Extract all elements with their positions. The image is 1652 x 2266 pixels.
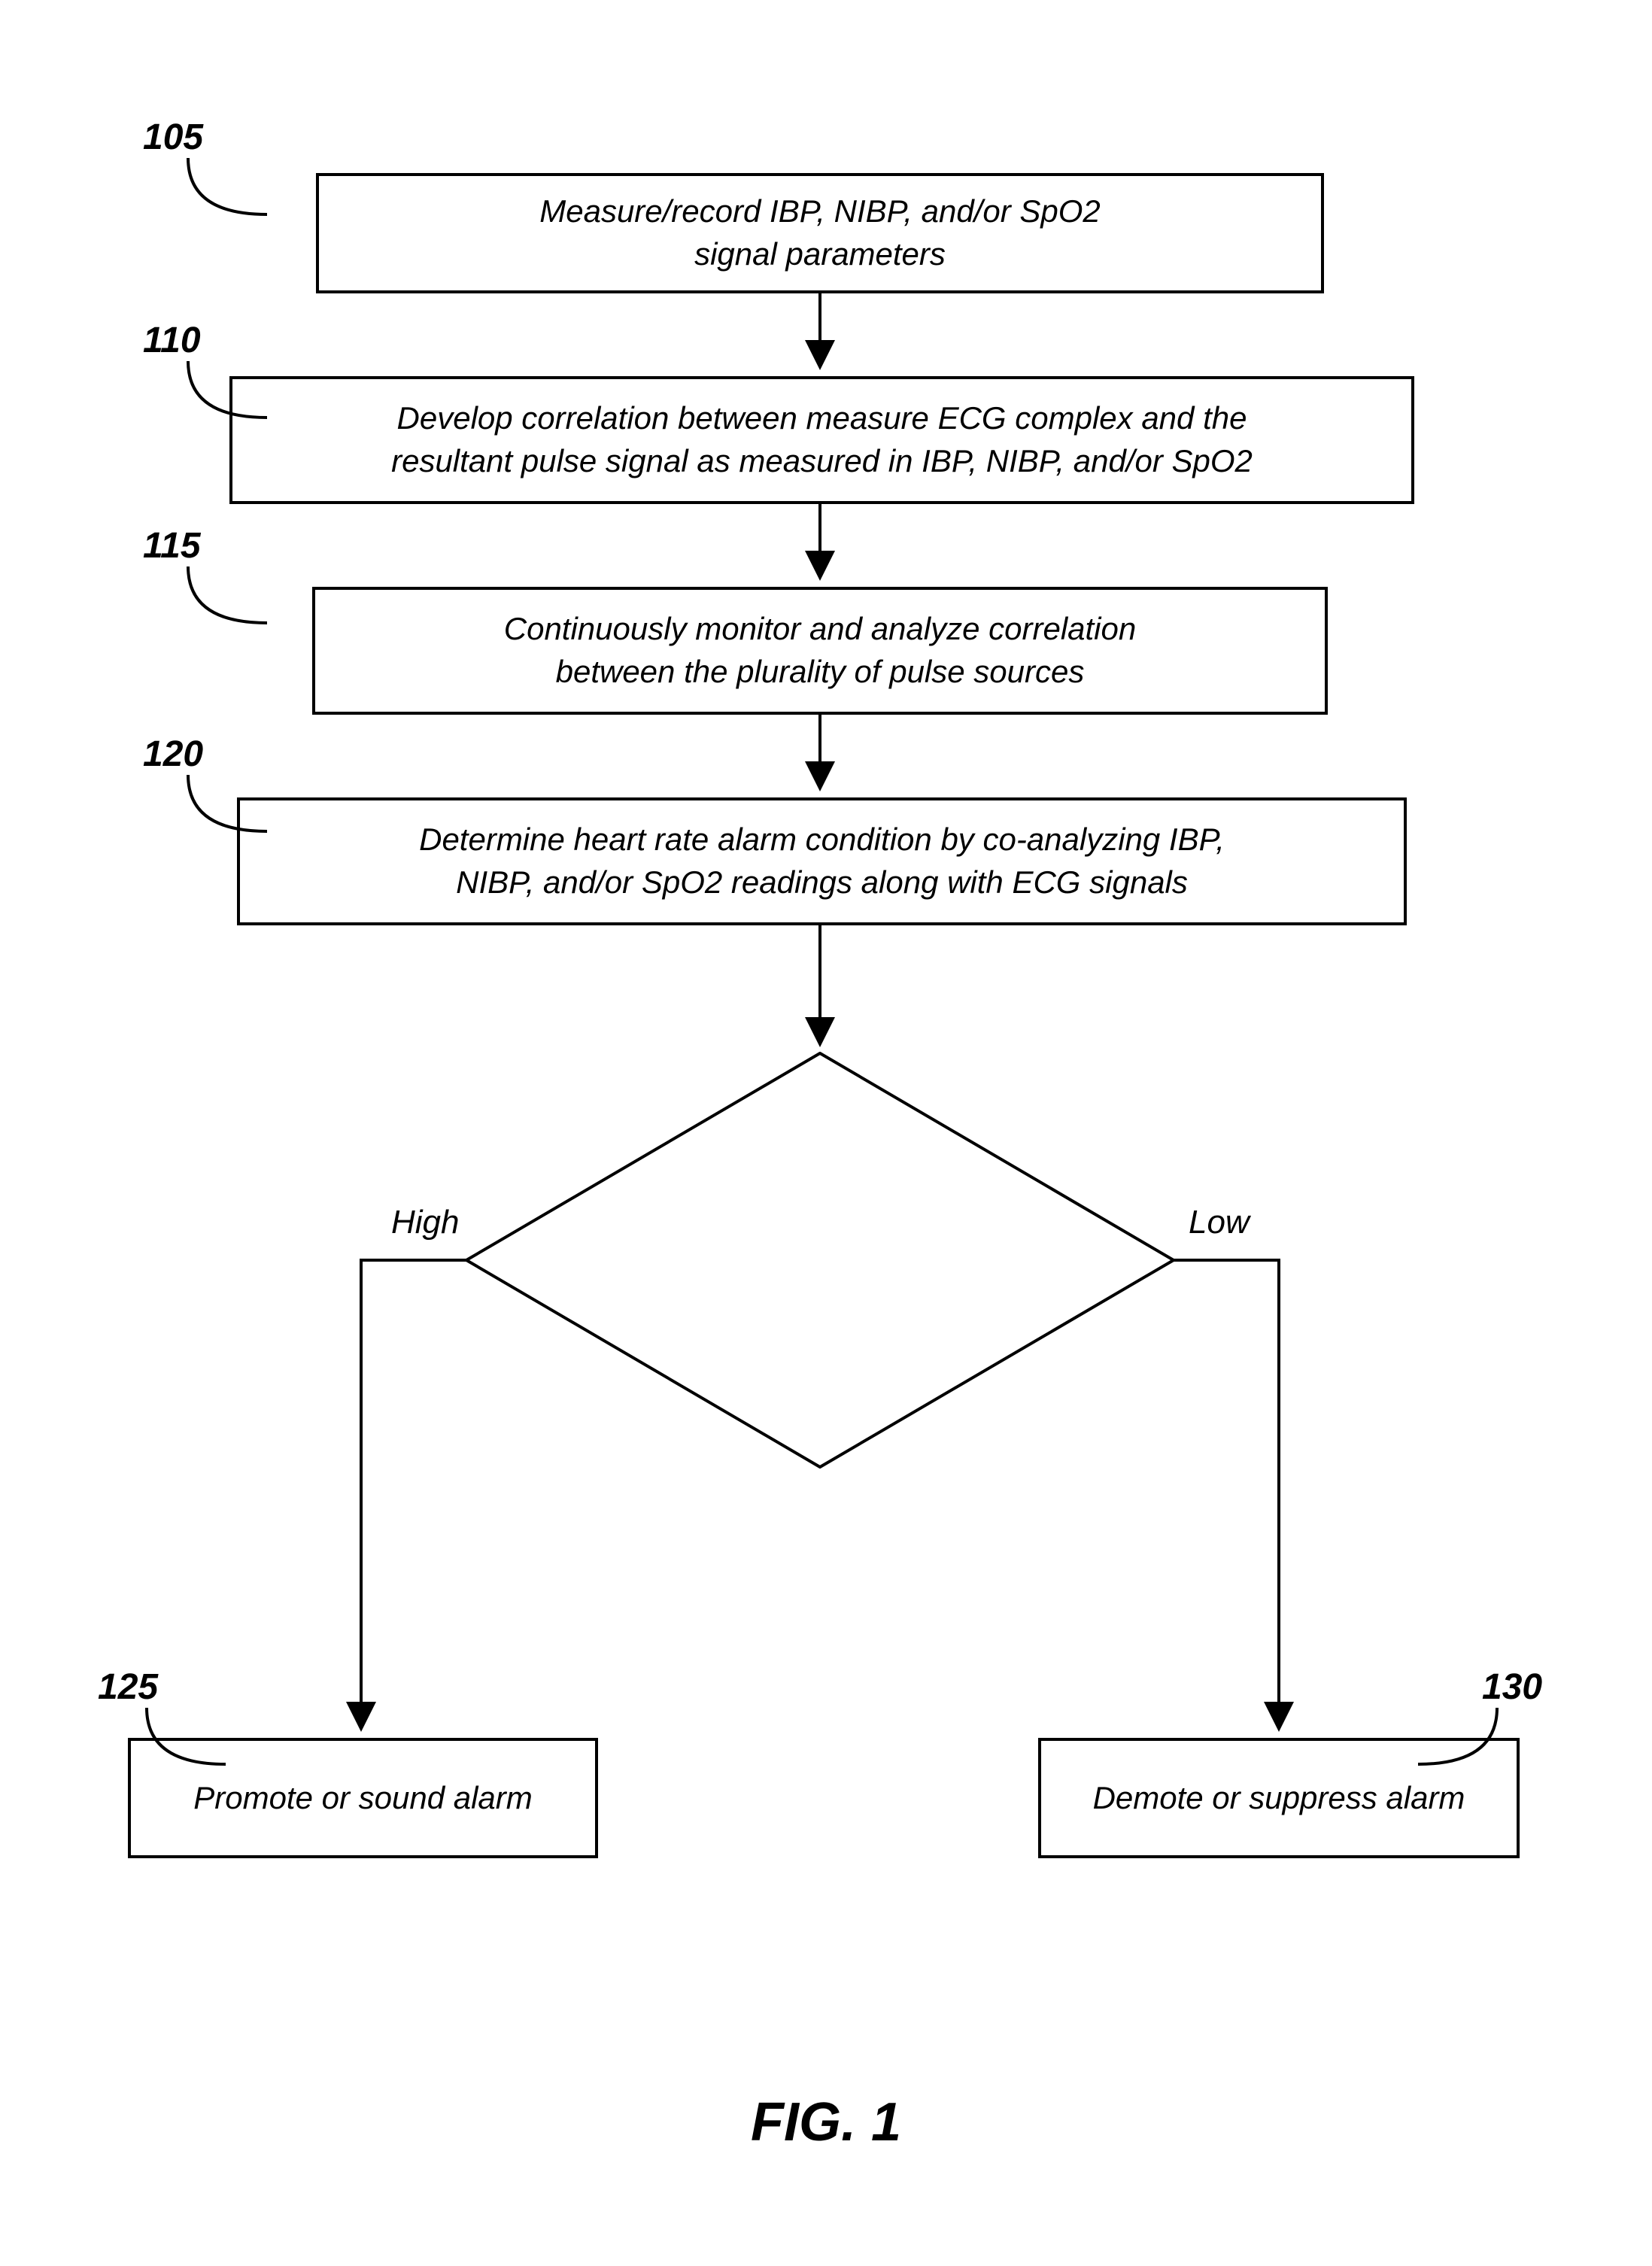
node-text: Determine heart rate alarm condition by … bbox=[419, 819, 1225, 904]
node-text: Develop correlation between measure ECG … bbox=[391, 397, 1253, 482]
edge-label: High bbox=[391, 1204, 460, 1241]
node-text: Promote or sound alarm bbox=[193, 1777, 533, 1820]
flowchart-process-box: Promote or sound alarm bbox=[128, 1738, 598, 1858]
node-text: Measure/record IBP, NIBP, and/or SpO2sig… bbox=[539, 190, 1101, 275]
callout-number: 115 bbox=[143, 525, 201, 566]
node-text: Continuously monitor and analyze correla… bbox=[504, 608, 1136, 693]
callout-number: 130 bbox=[1482, 1666, 1542, 1708]
callout-number: 110 bbox=[143, 320, 201, 361]
edge-label: Low bbox=[1189, 1204, 1250, 1241]
flowchart-process-box: Measure/record IBP, NIBP, and/or SpO2sig… bbox=[316, 173, 1324, 293]
flowchart-process-box: Develop correlation between measure ECG … bbox=[229, 376, 1414, 504]
node-text: Demote or suppress alarm bbox=[1093, 1777, 1465, 1820]
flowchart-process-box: Demote or suppress alarm bbox=[1038, 1738, 1520, 1858]
figure-caption: FIG. 1 bbox=[0, 2091, 1652, 2153]
callout-number: 120 bbox=[143, 734, 203, 775]
callout-number: 125 bbox=[98, 1666, 158, 1708]
decision-text: Confidence Level? bbox=[632, 1238, 1008, 1274]
callout-number: 105 bbox=[143, 117, 203, 158]
flowchart-process-box: Determine heart rate alarm condition by … bbox=[237, 797, 1407, 925]
flowchart-process-box: Continuously monitor and analyze correla… bbox=[312, 587, 1328, 715]
